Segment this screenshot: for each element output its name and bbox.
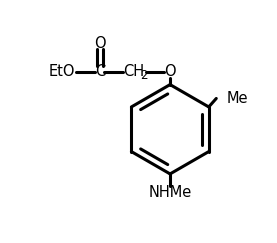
Text: Me: Me [227,91,248,106]
Text: EtO: EtO [49,64,76,79]
Text: O: O [94,35,106,51]
Text: 2: 2 [140,69,148,82]
Text: CH: CH [123,64,144,79]
Text: O: O [164,64,176,79]
Text: C: C [95,64,105,79]
Text: NHMe: NHMe [148,185,192,200]
